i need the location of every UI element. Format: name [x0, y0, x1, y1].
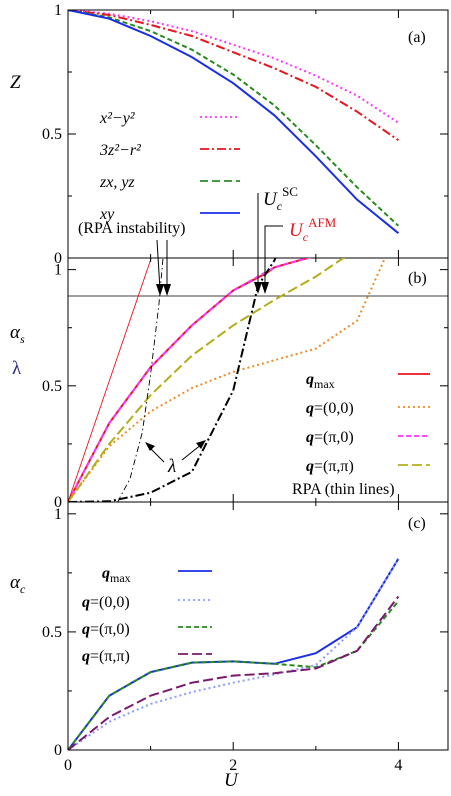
panel-b-series: [68, 258, 387, 502]
legend-b-label-1: qmax: [306, 371, 335, 391]
series-line-a-2: [68, 10, 399, 142]
series-line-b-4: [68, 258, 346, 502]
series-line-b-5: [68, 258, 277, 502]
lambda-arrow-right-head: [196, 440, 206, 449]
series-line-c-4: [68, 595, 400, 750]
y-tick-label: 0: [54, 494, 62, 511]
series-line-b-3: [68, 258, 312, 502]
panel-b-ylabel-lambda: λ: [12, 358, 22, 379]
ucafm-label: UcAFM: [289, 215, 337, 244]
legend-c-label-4: q=(π,π): [82, 648, 130, 665]
panel-c-series: [68, 558, 400, 750]
panel-c-ylabel-alpha: αc: [10, 572, 26, 596]
y-tick-label: 0.5: [42, 624, 62, 641]
legend-c-label-3: q=(π,0): [82, 621, 130, 638]
rpa-arrow-1: [156, 239, 161, 291]
series-line-a-4: [68, 10, 400, 234]
rpa-arrow-2-head: [163, 284, 171, 296]
lambda-label: λ: [167, 456, 176, 477]
y-tick-label: 0.5: [42, 378, 62, 395]
legend-b-note: RPA (thin lines): [292, 481, 395, 498]
series-line-b-2: [68, 258, 387, 502]
legend-a-label-3: zx, yz: [99, 174, 135, 191]
legend-panel-b: qmax q=(0,0) q=(π,0) q=(π,π) RPA (thin l…: [292, 371, 430, 498]
y-tick-label: 1: [54, 262, 62, 279]
ucsc-label: UcSC: [263, 184, 298, 213]
ucafm-arrow: [264, 225, 283, 288]
legend-a-label-1: x²−y²: [99, 110, 136, 127]
series-line-a-3: [68, 10, 400, 227]
series-line-c-2: [68, 558, 400, 750]
y-tick-label: 0: [54, 742, 62, 759]
panel-b-label: (b): [408, 270, 427, 287]
panel-a-ylabel: Z: [10, 72, 21, 93]
legend-panel-c: qmax q=(0,0) q=(π,0) q=(π,π): [82, 565, 212, 665]
x-tick-label: 4: [394, 757, 402, 774]
panel-b-ylabel-alpha: αs: [10, 322, 25, 346]
legend-c-label-2: q=(0,0): [82, 594, 130, 611]
panel-b-frame: [67, 257, 449, 503]
legend-a-label-4: xy: [99, 206, 115, 223]
legend-b-label-4: q=(π,π): [306, 458, 354, 475]
ucsc-arrow-head: [254, 282, 262, 294]
y-tick-label: 0.5: [42, 126, 62, 143]
x-tick-label: 2: [229, 757, 237, 774]
y-tick-label: 1: [54, 506, 62, 523]
series-line-c-3: [68, 600, 400, 750]
x-axis-label: U: [224, 770, 239, 791]
y-tick-label: 1: [54, 2, 62, 19]
x-tick-label: 0: [64, 757, 72, 774]
ucafm-arrow-head: [261, 282, 269, 294]
panel-a-series: [68, 10, 400, 234]
panel-c-frame: [67, 501, 449, 751]
rpa-arrow-1-head: [156, 284, 164, 296]
panel-c-label: (c): [408, 515, 426, 532]
legend-a-label-2: 3z²−r²: [99, 142, 142, 159]
legend-b-label-2: q=(0,0): [306, 400, 354, 417]
series-line-a-1: [68, 10, 399, 124]
lambda-arrow-left-head: [145, 442, 155, 451]
rpa-instability-label: (RPA instability): [78, 220, 185, 237]
legend-c-label-1: qmax: [102, 565, 131, 585]
lambda-arrow-right: [181, 443, 203, 461]
panel-a-label: (a): [408, 29, 426, 46]
y-tick-label: 0: [54, 250, 62, 267]
legend-b-label-3: q=(π,0): [306, 429, 354, 446]
legend-panel-a: x²−y² 3z²−r² zx, yz xy: [99, 110, 240, 223]
